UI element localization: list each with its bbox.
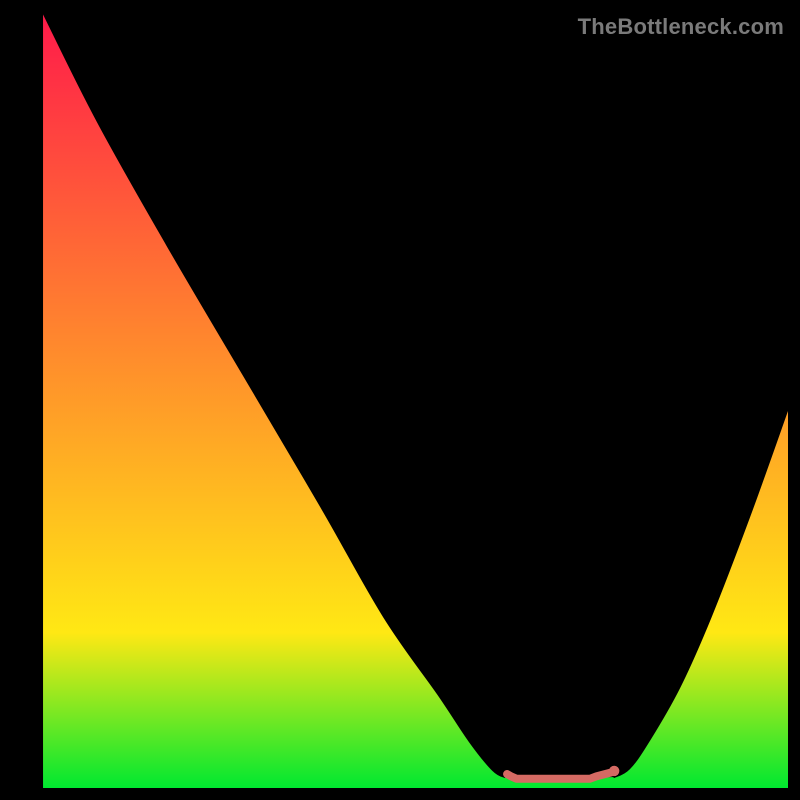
plot-area (12, 12, 788, 788)
end-dot (609, 766, 619, 776)
chart-container: TheBottleneck.com (0, 0, 800, 800)
gradient-area (43, 12, 788, 788)
optimal-band (507, 772, 611, 778)
watermark-text: TheBottleneck.com (578, 14, 784, 40)
chart-svg (12, 12, 788, 788)
